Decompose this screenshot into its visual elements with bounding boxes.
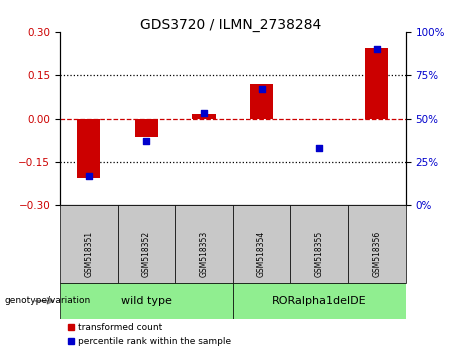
Bar <box>290 205 348 283</box>
Bar <box>60 205 118 283</box>
Text: RORalpha1delDE: RORalpha1delDE <box>272 296 366 306</box>
Legend: transformed count, percentile rank within the sample: transformed count, percentile rank withi… <box>65 320 235 349</box>
Bar <box>233 283 406 319</box>
Bar <box>135 119 158 137</box>
Text: GDS3720 / ILMN_2738284: GDS3720 / ILMN_2738284 <box>140 18 321 32</box>
Bar <box>365 48 388 119</box>
Text: genotype/variation: genotype/variation <box>5 296 91 306</box>
Point <box>200 110 207 116</box>
Point <box>315 145 323 151</box>
Bar <box>233 205 290 283</box>
Bar <box>118 205 175 283</box>
Bar <box>60 283 233 319</box>
Bar <box>348 205 406 283</box>
Text: GSM518351: GSM518351 <box>84 231 93 277</box>
Text: GSM518352: GSM518352 <box>142 231 151 277</box>
Text: GSM518355: GSM518355 <box>315 231 324 277</box>
Bar <box>193 114 216 119</box>
Point <box>258 86 266 92</box>
Bar <box>175 205 233 283</box>
Text: wild type: wild type <box>121 296 172 306</box>
Bar <box>77 119 100 178</box>
Point <box>373 46 381 52</box>
Point <box>85 173 92 179</box>
Text: GSM518353: GSM518353 <box>200 231 208 277</box>
Text: GSM518354: GSM518354 <box>257 231 266 277</box>
Point <box>142 138 150 144</box>
Text: GSM518356: GSM518356 <box>372 231 381 277</box>
Bar <box>250 84 273 119</box>
